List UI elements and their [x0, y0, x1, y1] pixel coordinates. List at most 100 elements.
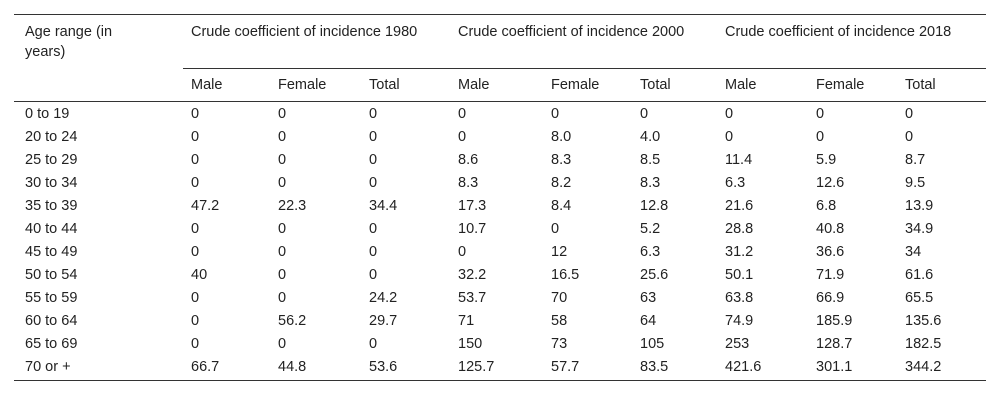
cell: 421.6 — [725, 359, 762, 375]
cell: 0 — [191, 313, 200, 329]
cell: 0 — [278, 244, 287, 260]
cell: 8.7 — [905, 152, 926, 168]
cell: 6.8 — [816, 198, 837, 214]
cell: 0 — [369, 152, 378, 168]
row-label: 55 to 59 — [25, 290, 78, 306]
cell: 0 — [816, 106, 825, 122]
cell: 66.9 — [816, 290, 845, 306]
cell: 34 — [905, 244, 922, 260]
group-header: Crude coefficient of incidence 2018 — [725, 24, 952, 40]
column-header: Total — [369, 77, 400, 93]
cell: 5.2 — [640, 221, 661, 237]
cell: 34.9 — [905, 221, 934, 237]
cell: 0 — [278, 129, 287, 145]
row-label: 35 to 39 — [25, 198, 78, 214]
row-label: 45 to 49 — [25, 244, 78, 260]
cell: 53.6 — [369, 359, 398, 375]
cell: 0 — [369, 106, 378, 122]
cell: 6.3 — [725, 175, 746, 191]
cell: 0 — [278, 290, 287, 306]
column-header: Total — [640, 77, 671, 93]
rule — [14, 380, 986, 381]
cell: 0 — [369, 267, 378, 283]
cell: 29.7 — [369, 313, 398, 329]
cell: 0 — [640, 106, 649, 122]
column-header: Male — [725, 77, 757, 93]
cell: 12.6 — [816, 175, 845, 191]
row-label: 60 to 64 — [25, 313, 78, 329]
column-header: Female — [278, 77, 327, 93]
cell: 47.2 — [191, 198, 220, 214]
cell: 0 — [551, 106, 560, 122]
row-label: 25 to 29 — [25, 152, 78, 168]
row-label: 40 to 44 — [25, 221, 78, 237]
cell: 185.9 — [816, 313, 853, 329]
cell: 0 — [725, 129, 734, 145]
column-header: Female — [816, 77, 865, 93]
cell: 74.9 — [725, 313, 754, 329]
cell: 21.6 — [725, 198, 754, 214]
cell: 0 — [191, 106, 200, 122]
cell: 253 — [725, 336, 750, 352]
cell: 8.5 — [640, 152, 661, 168]
cell: 5.9 — [816, 152, 837, 168]
cell: 12 — [551, 244, 568, 260]
cell: 4.0 — [640, 129, 661, 145]
cell: 0 — [191, 244, 200, 260]
cell: 0 — [278, 175, 287, 191]
cell: 0 — [278, 221, 287, 237]
cell: 64 — [640, 313, 657, 329]
cell: 9.5 — [905, 175, 926, 191]
row-label: 70 or + — [25, 359, 71, 375]
column-header: Total — [905, 77, 936, 93]
rule — [14, 14, 986, 15]
cell: 8.6 — [458, 152, 479, 168]
cell: 0 — [369, 221, 378, 237]
cell: 125.7 — [458, 359, 495, 375]
cell: 0 — [278, 106, 287, 122]
cell: 22.3 — [278, 198, 307, 214]
rule — [14, 101, 986, 102]
cell: 10.7 — [458, 221, 487, 237]
cell: 0 — [369, 129, 378, 145]
header: Age range (in years) — [25, 24, 113, 60]
cell: 44.8 — [278, 359, 307, 375]
cell: 12.8 — [640, 198, 669, 214]
row-label: 20 to 24 — [25, 129, 78, 145]
cell: 63.8 — [725, 290, 754, 306]
cell: 0 — [816, 129, 825, 145]
cell: 56.2 — [278, 313, 307, 329]
cell: 31.2 — [725, 244, 754, 260]
cell: 0 — [191, 221, 200, 237]
cell: 40 — [191, 267, 208, 283]
cell: 0 — [191, 129, 200, 145]
cell: 13.9 — [905, 198, 934, 214]
cell: 8.2 — [551, 175, 572, 191]
cell: 70 — [551, 290, 568, 306]
cell: 25.6 — [640, 267, 669, 283]
cell: 57.7 — [551, 359, 580, 375]
column-header: Male — [458, 77, 490, 93]
cell: 8.0 — [551, 129, 572, 145]
group-header: Crude coefficient of incidence 2000 — [458, 24, 685, 40]
cell: 0 — [278, 152, 287, 168]
cell: 128.7 — [816, 336, 853, 352]
cell: 0 — [725, 106, 734, 122]
row-label: 65 to 69 — [25, 336, 78, 352]
cell: 105 — [640, 336, 665, 352]
cell: 0 — [191, 290, 200, 306]
cell: 63 — [640, 290, 657, 306]
cell: 8.3 — [551, 152, 572, 168]
cell: 0 — [191, 175, 200, 191]
cell: 58 — [551, 313, 568, 329]
cell: 0 — [458, 244, 467, 260]
rule — [183, 68, 986, 69]
cell: 8.3 — [640, 175, 661, 191]
cell: 65.5 — [905, 290, 934, 306]
cell: 0 — [191, 152, 200, 168]
cell: 71 — [458, 313, 475, 329]
cell: 301.1 — [816, 359, 853, 375]
row-label: 0 to 19 — [25, 106, 70, 122]
cell: 0 — [369, 336, 378, 352]
